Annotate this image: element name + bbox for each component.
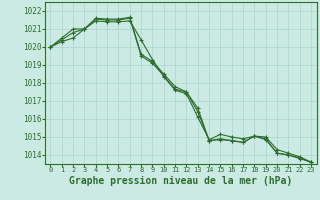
X-axis label: Graphe pression niveau de la mer (hPa): Graphe pression niveau de la mer (hPa) [69,176,292,186]
